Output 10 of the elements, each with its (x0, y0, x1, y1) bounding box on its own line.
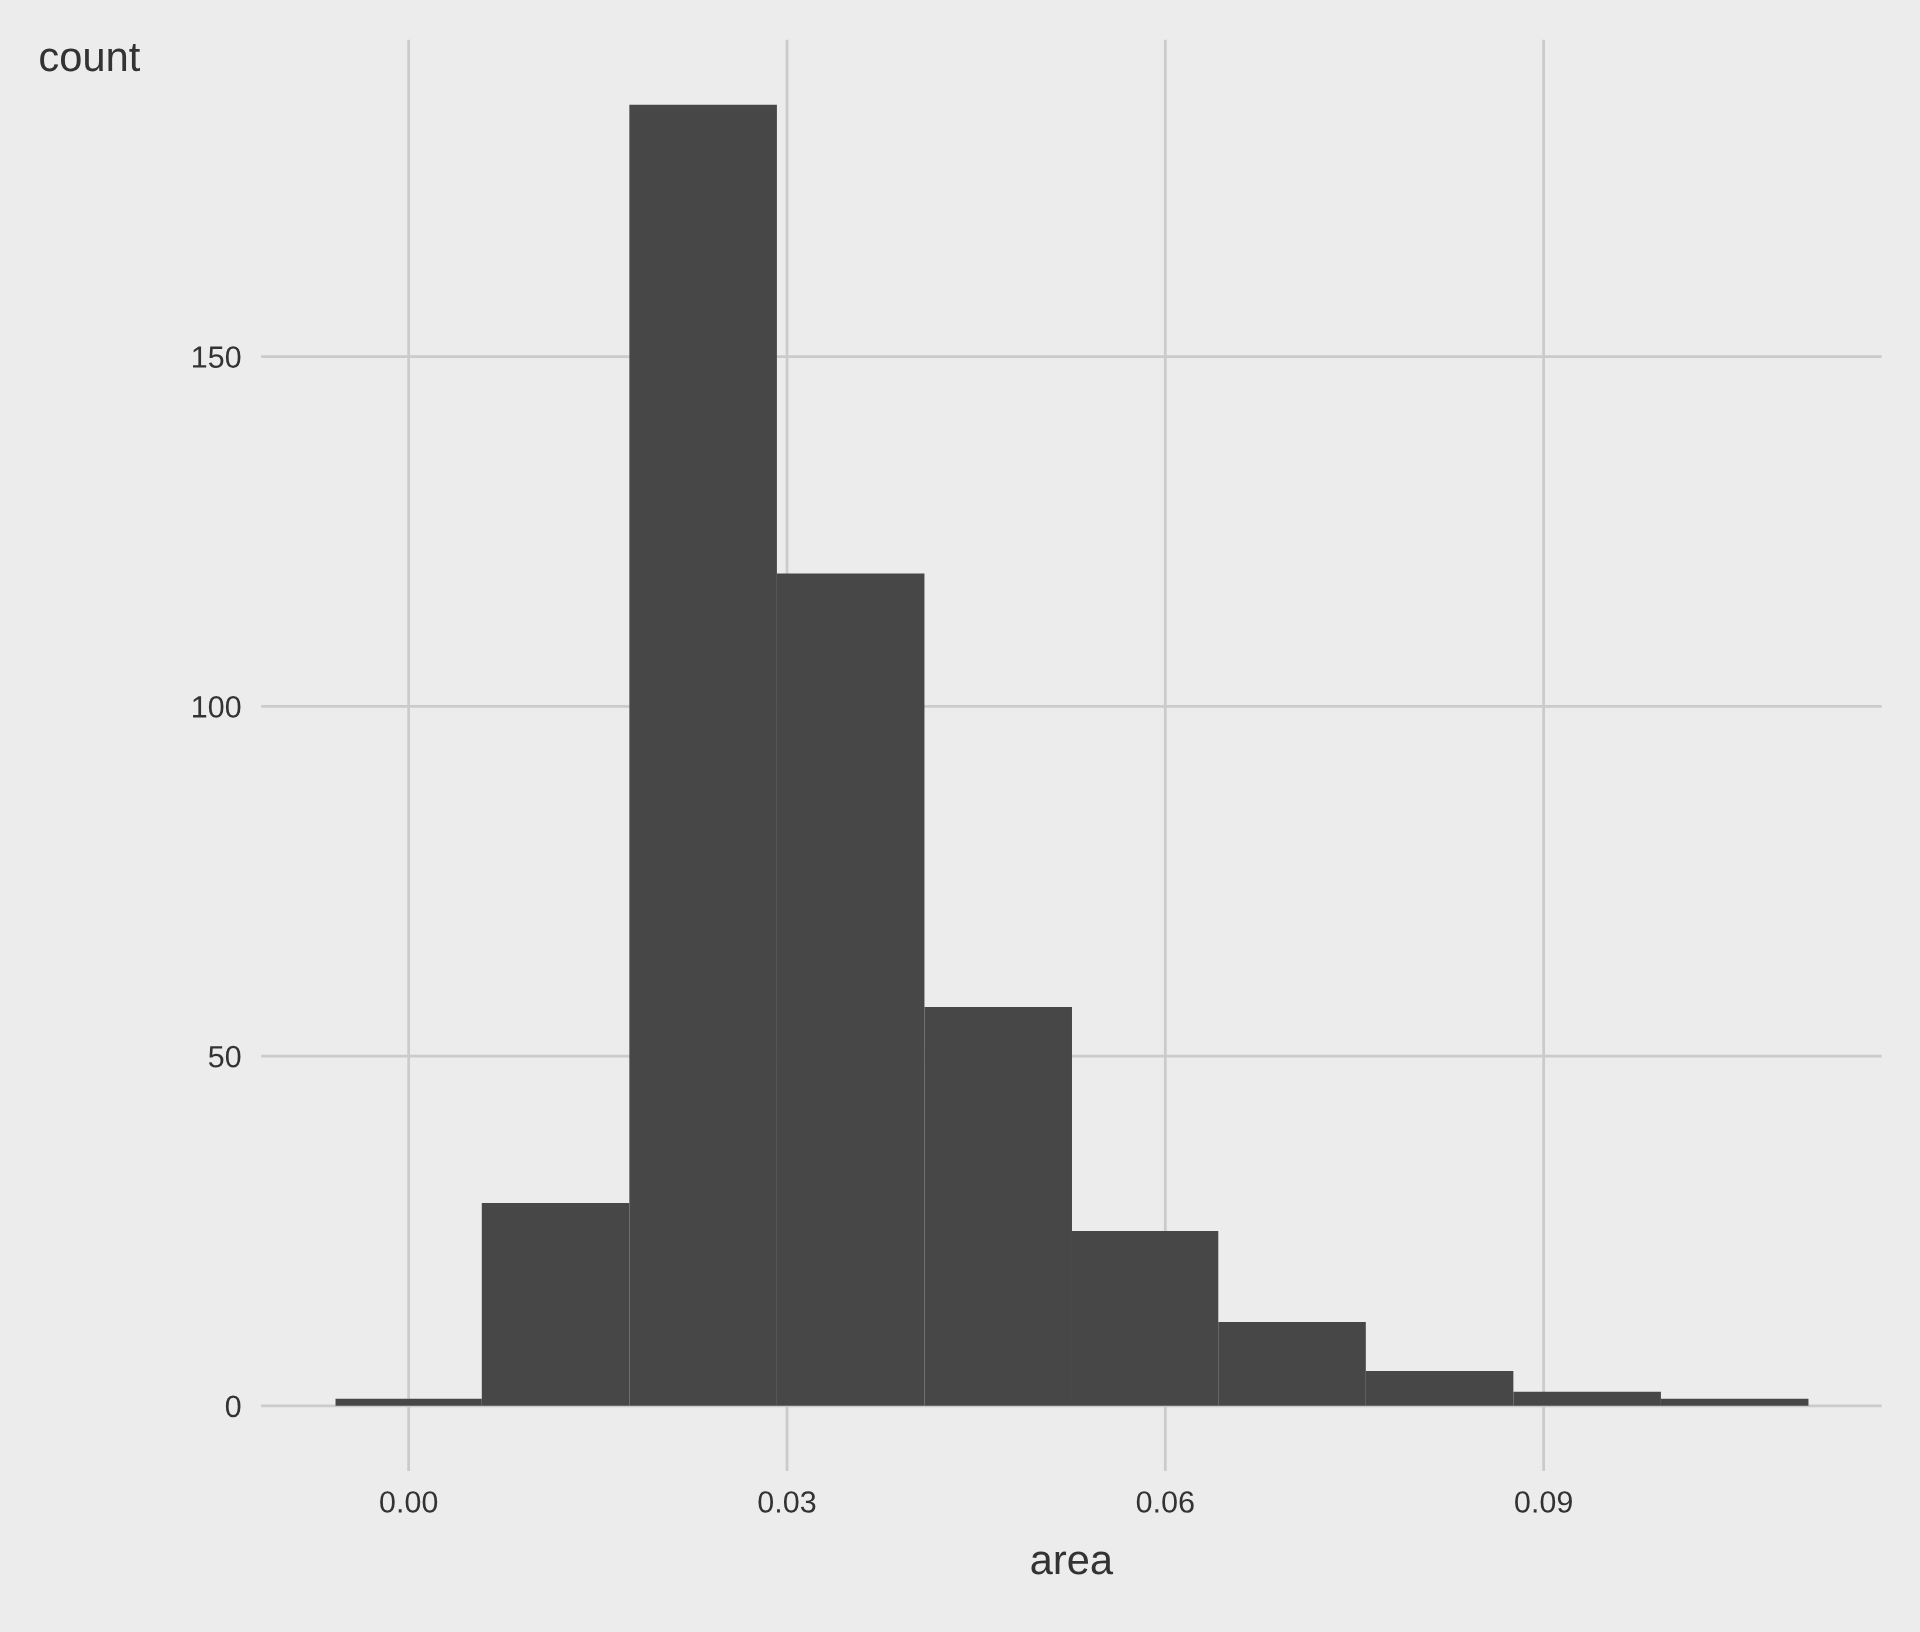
x-tick-label: 0.09 (1515, 1491, 1572, 1513)
x-axis-title: area (1031, 1551, 1114, 1575)
x-tick-label: 0.03 (758, 1491, 816, 1513)
y-axis-title: count (40, 44, 141, 72)
x-tick-label: 0.00 (380, 1491, 438, 1513)
y-tick-label: 100 (193, 696, 241, 718)
y-tick-label: 50 (208, 1045, 241, 1068)
x-tick-label: 0.06 (1136, 1491, 1194, 1513)
y-tick-label: 150 (193, 346, 241, 368)
y-tick-label: 0 (225, 1395, 241, 1418)
